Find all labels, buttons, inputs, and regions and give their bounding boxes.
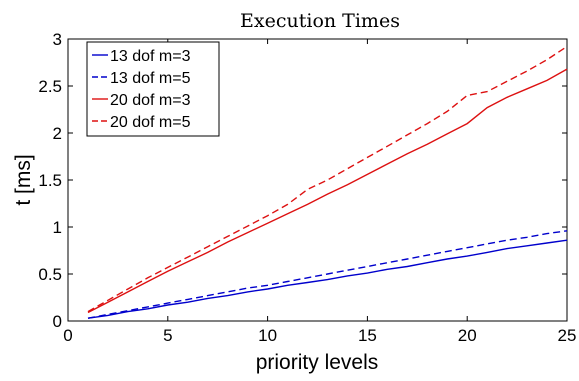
legend-label-1: 13 dof m=3 bbox=[110, 48, 191, 65]
series-line-4 bbox=[87, 45, 568, 313]
series-line-1 bbox=[87, 239, 568, 319]
legend-label-2: 13 dof m=5 bbox=[110, 70, 191, 87]
y-axis-label: t [ms] bbox=[12, 154, 35, 205]
legend-label-3: 20 dof m=3 bbox=[110, 92, 191, 109]
legend: 13 dof m=3 13 dof m=5 20 dof m=3 20 dof m=5 bbox=[86, 41, 220, 137]
y-tick-label: 2 bbox=[53, 124, 62, 143]
y-tick-label: 3 bbox=[53, 30, 62, 49]
y-tick-label: 0 bbox=[53, 312, 62, 331]
legend-box bbox=[86, 41, 220, 137]
x-tick-label: 20 bbox=[458, 326, 477, 345]
x-axis-label: priority levels bbox=[256, 351, 379, 374]
y-tick-label: 1.5 bbox=[38, 171, 62, 190]
x-tick-label: 25 bbox=[558, 326, 577, 345]
y-tick-label: 1 bbox=[53, 218, 62, 237]
x-tick-label: 5 bbox=[163, 326, 172, 345]
series-line-2 bbox=[87, 230, 568, 319]
legend-label-4: 20 dof m=5 bbox=[110, 114, 191, 131]
series-lines bbox=[87, 45, 568, 319]
chart-title: Execution Times bbox=[240, 10, 400, 32]
series-line-3 bbox=[87, 68, 568, 314]
y-tick-label: 0.5 bbox=[38, 265, 62, 284]
y-tick-label: 2.5 bbox=[38, 77, 62, 96]
x-tick-label: 15 bbox=[358, 326, 377, 345]
axis-ticks: 0 5 10 15 20 25 0 0.5 1 1.5 2 2.5 3 bbox=[38, 30, 576, 345]
x-tick-label: 10 bbox=[258, 326, 277, 345]
x-tick-label: 0 bbox=[63, 326, 72, 345]
